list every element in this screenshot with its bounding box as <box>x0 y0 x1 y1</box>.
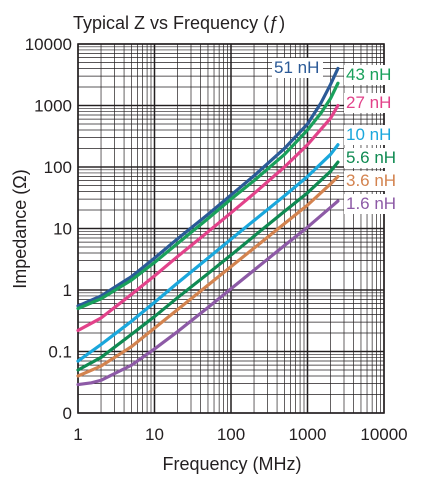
plot-area <box>77 43 385 414</box>
x-tick-label: 10 <box>145 425 164 444</box>
y-axis-ticks: 0 0.1 1 10 100 1000 10000 <box>25 35 72 423</box>
series-label: 3.6 nH <box>346 171 396 190</box>
series-label-bg <box>344 171 405 191</box>
series-line <box>76 174 340 378</box>
series-label-bg <box>344 93 395 113</box>
y-axis-title: Impedance (Ω) <box>10 169 30 289</box>
x-tick-label: 10000 <box>360 425 407 444</box>
plot-border <box>77 43 385 414</box>
y-tick-label: 0 <box>63 404 72 423</box>
series-label: 10 nH <box>346 125 391 144</box>
y-tick-label: 0.1 <box>48 343 72 362</box>
series-line <box>76 199 340 387</box>
x-axis-ticks: 1 10 100 1000 10000 <box>73 425 407 444</box>
series-line <box>76 81 340 311</box>
series-line <box>76 103 340 333</box>
x-tick-label: 1000 <box>289 425 327 444</box>
series-lines <box>76 66 340 387</box>
y-tick-label: 1000 <box>34 97 72 116</box>
series-label: 27 nH <box>346 93 391 112</box>
series-line <box>76 143 340 363</box>
series-label-bg <box>272 58 323 78</box>
series-label-bg <box>344 125 395 145</box>
y-tick-label: 10000 <box>25 35 72 54</box>
series-label-bg <box>344 194 405 214</box>
series-label: 43 nH <box>346 65 391 84</box>
series-label-bg <box>344 148 405 168</box>
series-label: 1.6 nH <box>346 194 396 213</box>
x-axis-title: Frequency (MHz) <box>162 454 301 474</box>
series-label: 5.6 nH <box>346 148 396 167</box>
series-label: 51 nH <box>274 58 319 77</box>
chart-grid <box>77 43 385 414</box>
series-line <box>76 160 340 372</box>
x-tick-label: 100 <box>217 425 245 444</box>
x-tick-label: 1 <box>73 425 82 444</box>
y-tick-label: 1 <box>63 281 72 300</box>
series-labels: 51 nH 43 nH 27 nH 10 nH 5.6 nH 3.6 nH 1.6 nH <box>272 58 405 214</box>
y-tick-label: 10 <box>53 220 72 239</box>
series-label-bg <box>344 65 395 85</box>
chart-title: Typical Z vs Frequency (ƒ) <box>73 13 285 33</box>
series-line <box>76 66 340 308</box>
y-tick-label: 100 <box>44 158 72 177</box>
